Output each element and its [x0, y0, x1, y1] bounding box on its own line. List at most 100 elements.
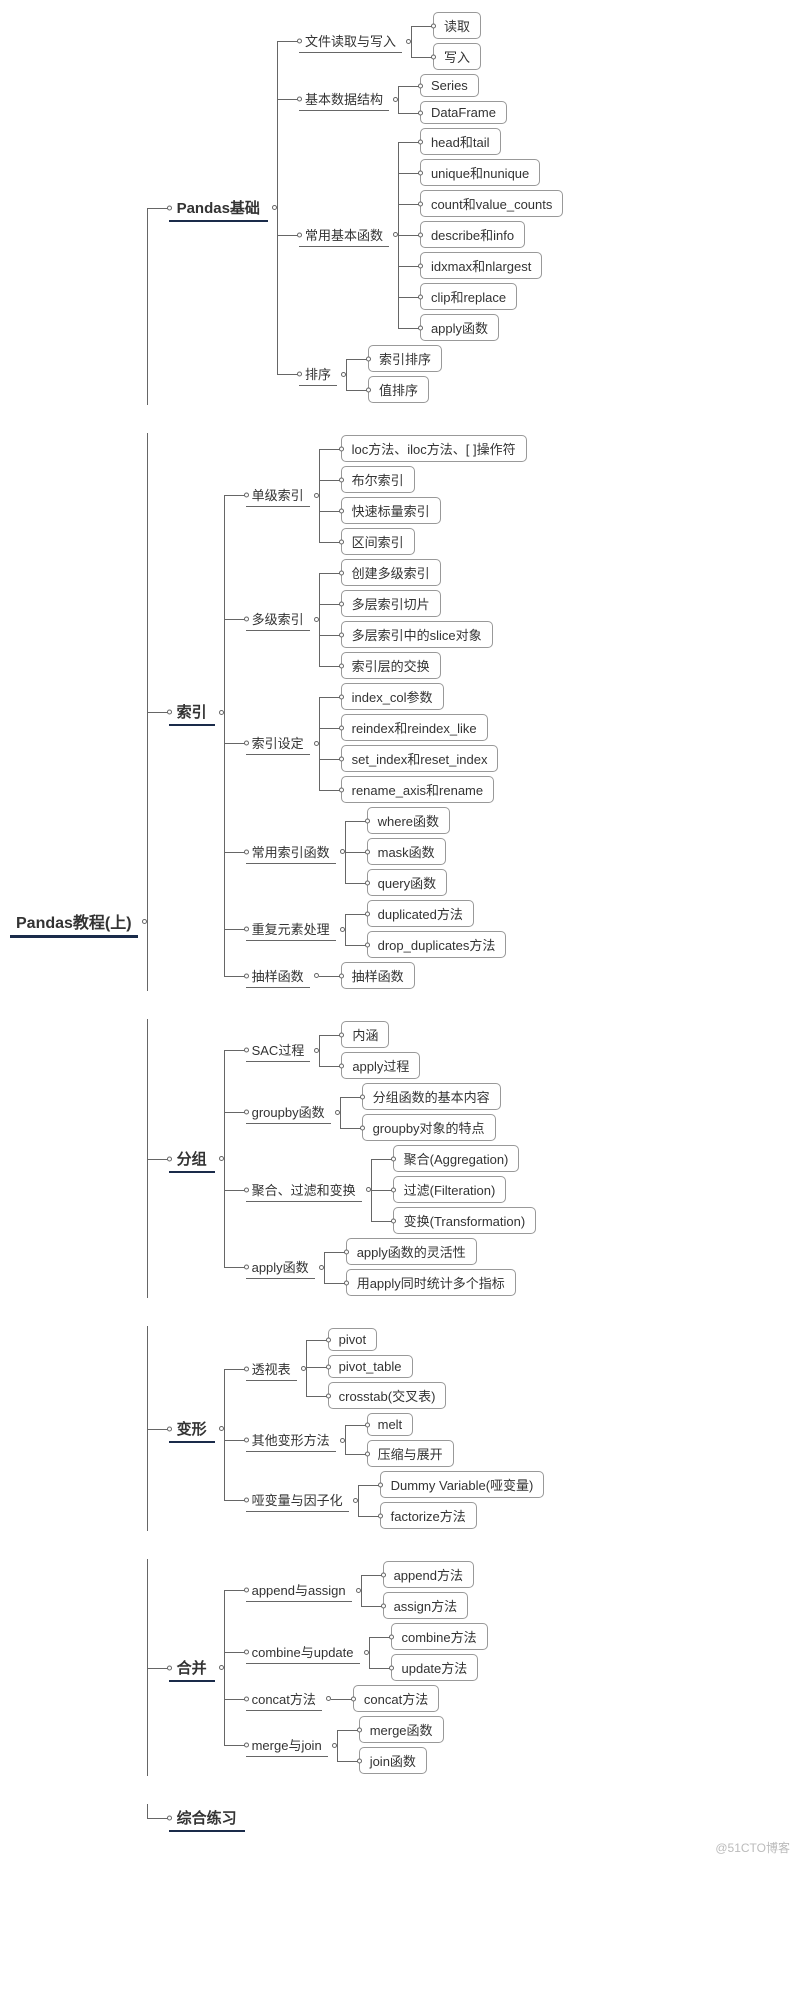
node-row: idxmax和nlargest — [420, 250, 542, 281]
connector — [147, 433, 169, 991]
node-row: 综合练习 — [169, 1804, 245, 1832]
node-row: groupby函数分组函数的基本内容groupby对象的特点 — [246, 1081, 501, 1143]
children-column: 索引排序值排序 — [346, 343, 442, 405]
connector — [345, 805, 367, 836]
leaf-node: 多层索引切片 — [341, 590, 441, 617]
connector — [346, 343, 368, 374]
branch: 重复元素处理duplicated方法drop_duplicates方法 — [224, 898, 527, 960]
connector — [324, 1236, 346, 1267]
children-column: 抽样函数 — [319, 960, 415, 991]
node-row: 内涵 — [341, 1019, 389, 1050]
node-row: 抽样函数 — [341, 960, 415, 991]
branch: assign方法 — [361, 1590, 474, 1621]
leaf-node: loc方法、iloc方法、[ ]操作符 — [341, 435, 527, 462]
level2-node: concat方法 — [246, 1687, 322, 1711]
branch: 文件读取与写入读取写入 — [277, 10, 563, 72]
level2-node: 排序 — [299, 362, 337, 386]
branch: append与assignappend方法assign方法 — [224, 1559, 488, 1621]
node-row: drop_duplicates方法 — [367, 929, 507, 960]
connector — [411, 41, 433, 72]
node-row: Dummy Variable(哑变量) — [380, 1469, 545, 1500]
node-row: 索引设定index_col参数reindex和reindex_likeset_i… — [246, 681, 499, 805]
connector — [277, 343, 299, 405]
children-column: 分组函数的基本内容groupby对象的特点 — [340, 1081, 501, 1143]
node-row: apply函数 — [420, 312, 499, 343]
children-column: append方法assign方法 — [361, 1559, 474, 1621]
leaf-node: drop_duplicates方法 — [367, 931, 507, 958]
node-row: 写入 — [433, 41, 481, 72]
branch: Pandas基础文件读取与写入读取写入基本数据结构SeriesDataFrame… — [147, 10, 564, 405]
connector — [319, 1019, 341, 1050]
children-column: 创建多级索引多层索引切片多层索引中的slice对象索引层的交换 — [319, 557, 493, 681]
node-row: 单级索引loc方法、iloc方法、[ ]操作符布尔索引快速标量索引区间索引 — [246, 433, 527, 557]
branch: 哑变量与因子化 Dummy Variable(哑变量)factorize方法 — [224, 1469, 545, 1531]
branch: 索引层的交换 — [319, 650, 493, 681]
connector — [319, 774, 341, 805]
connector — [277, 10, 299, 72]
leaf-node: 用apply同时统计多个指标 — [346, 1269, 516, 1296]
node-row: 值排序 — [368, 374, 429, 405]
children-column: melt压缩与展开 — [345, 1411, 454, 1469]
node-row: crosstab(交叉表) — [328, 1380, 447, 1411]
branch: apply函数apply函数的灵活性用apply同时统计多个指标 — [224, 1236, 537, 1298]
leaf-node: crosstab(交叉表) — [328, 1382, 447, 1409]
branch: melt — [345, 1411, 454, 1438]
leaf-node: melt — [367, 1413, 414, 1436]
connector — [319, 712, 341, 743]
branch: drop_duplicates方法 — [345, 929, 507, 960]
leaf-node: 内涵 — [341, 1021, 389, 1048]
branch: 索引设定index_col参数reindex和reindex_likeset_i… — [224, 681, 527, 805]
level2-node: merge与join — [246, 1733, 328, 1757]
connector — [398, 157, 420, 188]
level2-node: groupby函数 — [246, 1100, 331, 1124]
connector — [224, 1469, 246, 1531]
connector — [277, 72, 299, 126]
node-row: append方法 — [383, 1559, 474, 1590]
leaf-node: update方法 — [391, 1654, 479, 1681]
connector — [340, 1112, 362, 1143]
children-column: SAC过程内涵apply过程groupby函数分组函数的基本内容groupby对… — [224, 1019, 537, 1298]
node-row: groupby对象的特点 — [362, 1112, 496, 1143]
leaf-node: apply过程 — [341, 1052, 420, 1079]
children-column: pivotpivot_tablecrosstab(交叉表) — [306, 1326, 447, 1411]
branch: apply函数 — [398, 312, 563, 343]
leaf-node: 变换(Transformation) — [393, 1207, 537, 1234]
level2-node: 基本数据结构 — [299, 87, 389, 111]
leaf-node: 写入 — [433, 43, 481, 70]
branch: head和tail — [398, 126, 563, 157]
connector — [358, 1500, 380, 1531]
leaf-node: 多层索引中的slice对象 — [341, 621, 493, 648]
branch: idxmax和nlargest — [398, 250, 563, 281]
connector — [224, 1019, 246, 1081]
connector — [319, 960, 341, 991]
leaf-node: join函数 — [359, 1747, 427, 1774]
branch: reindex和reindex_like — [319, 712, 499, 743]
connector — [224, 1236, 246, 1298]
node-row: duplicated方法 — [367, 898, 474, 929]
branch: where函数 — [345, 805, 450, 836]
leaf-node: index_col参数 — [341, 683, 444, 710]
connector — [147, 1019, 169, 1298]
branch: 多层索引中的slice对象 — [319, 619, 493, 650]
branch: unique和nunique — [398, 157, 563, 188]
connector — [224, 960, 246, 991]
leaf-node: apply函数 — [420, 314, 499, 341]
connector — [319, 681, 341, 712]
node-row: where函数 — [367, 805, 450, 836]
branch: crosstab(交叉表) — [306, 1380, 447, 1411]
connector — [224, 1326, 246, 1411]
branch: 抽样函数 — [319, 960, 415, 991]
level2-node: 哑变量与因子化 — [246, 1488, 349, 1512]
leaf-node: count和value_counts — [420, 190, 563, 217]
level2-node: 单级索引 — [246, 483, 310, 507]
branch: combine与updatecombine方法update方法 — [224, 1621, 488, 1683]
node-row: 索引排序 — [368, 343, 442, 374]
level2-node: combine与update — [246, 1640, 360, 1664]
connector — [319, 650, 341, 681]
level2-node: 常用索引函数 — [246, 840, 336, 864]
branch: duplicated方法 — [345, 898, 507, 929]
branch: 区间索引 — [319, 526, 527, 557]
node-row: 读取 — [433, 10, 481, 41]
connector — [224, 681, 246, 805]
node-row: factorize方法 — [380, 1500, 477, 1531]
